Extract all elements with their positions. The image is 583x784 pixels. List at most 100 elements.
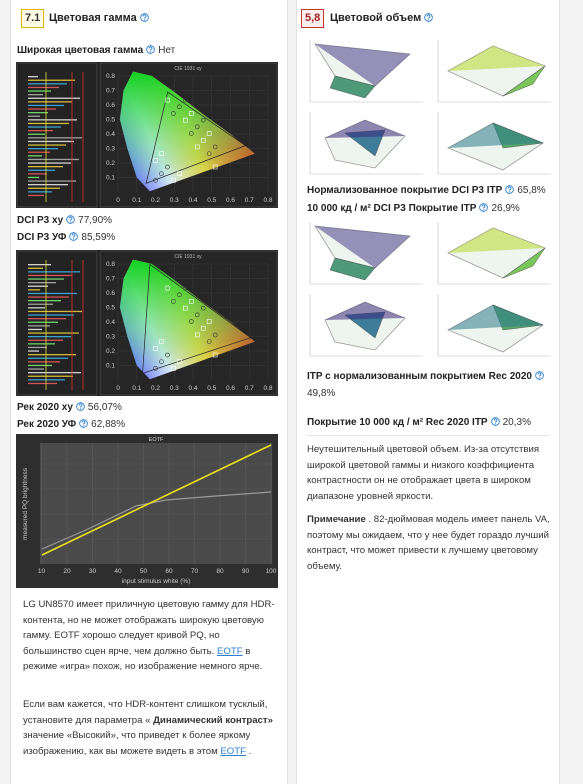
side-bar [28, 79, 75, 81]
side-bar [28, 108, 56, 110]
link[interactable]: EOTF [216, 645, 243, 657]
side-bar [28, 101, 72, 103]
link[interactable]: EOTF [220, 745, 246, 757]
sample-point [165, 352, 170, 358]
x-tick-label: 0.4 [188, 197, 197, 204]
help-icon[interactable] [424, 13, 433, 22]
help-icon[interactable] [535, 371, 544, 380]
help-icon[interactable] [479, 203, 488, 212]
side-bar [28, 158, 79, 161]
help-icon[interactable] [140, 13, 149, 22]
divider [307, 435, 549, 436]
target-gamut [142, 263, 252, 374]
side-bar [28, 368, 44, 370]
side-bar [28, 307, 45, 309]
sample-point [153, 158, 158, 163]
sample-point [177, 359, 182, 365]
x-tick-label: 80 [216, 568, 224, 575]
score: 5,8 [301, 9, 325, 28]
sample-point [165, 97, 170, 103]
score: 7.1 [21, 9, 45, 28]
text-run: значение «Высокий», что приведет к более… [23, 730, 251, 757]
sample-point [206, 319, 212, 324]
value: 62,88% [91, 419, 126, 430]
side-bar [28, 296, 69, 298]
side-bar [28, 90, 51, 92]
volume-render [437, 294, 551, 357]
help-icon[interactable] [146, 45, 155, 54]
sample-point [159, 171, 164, 177]
y-tick-label: 0.1 [106, 363, 115, 370]
side-bar [28, 321, 58, 323]
y-tick-label: 0.7 [106, 276, 115, 283]
side-bar [28, 364, 52, 367]
y-tick-label: 0.8 [106, 261, 115, 268]
side-bar [28, 325, 50, 327]
side-bar [28, 282, 56, 284]
side-bar [28, 382, 57, 385]
color-volume-card: 5,8 Цветовой объем Нормализованное покры… [296, 0, 560, 784]
sample-point [183, 97, 188, 103]
volume-render [437, 40, 551, 103]
paragraph: Если вам кажется, что HDR-контент слишко… [23, 697, 275, 759]
metric-row: Нормализованное покрытие DCI P3 ITP 65,8% [307, 184, 546, 197]
side-bar [28, 357, 68, 359]
volume-facet [325, 302, 405, 320]
sample-point [188, 111, 194, 116]
y-tick-label: 0.2 [106, 348, 115, 355]
x-tick-label: 50 [140, 568, 148, 575]
sample-point [206, 131, 212, 136]
side-bar [28, 303, 53, 305]
side-bar [28, 140, 74, 143]
metric-row: 49,8% [307, 387, 335, 400]
side-bar [28, 97, 80, 99]
side-panel [16, 250, 98, 396]
x-tick-label: 0.7 [245, 197, 254, 204]
x-tick-label: 100 [266, 568, 277, 575]
value: 20,3% [502, 417, 531, 428]
x-tick-label: 0.6 [226, 385, 235, 392]
volume-render [309, 40, 423, 103]
help-icon[interactable] [491, 417, 500, 426]
y-tick-label: 0.6 [106, 102, 115, 109]
side-bar [28, 310, 82, 313]
help-icon[interactable] [76, 402, 85, 411]
x-tick-label: 0.3 [170, 385, 179, 392]
text-run: Неутешительный цветовой объем. Из-за отс… [307, 444, 540, 502]
side-bar [28, 126, 61, 128]
help-icon[interactable] [66, 215, 75, 224]
y-tick-label: 0.7 [106, 88, 115, 95]
help-icon[interactable] [69, 232, 78, 241]
side-bar [28, 274, 72, 277]
side-bar [28, 173, 47, 175]
sample-point [183, 117, 188, 123]
side-bar [28, 169, 55, 171]
sample-point [212, 332, 218, 338]
sample-point [200, 117, 206, 123]
sample-point [212, 164, 218, 170]
value: 65,8% [517, 185, 546, 196]
metric-row: 10 000 кд / м² DCI P3 Покрытие ITP 26,9% [307, 202, 520, 215]
help-icon[interactable] [79, 419, 88, 428]
side-bar [28, 184, 68, 186]
volume-render [309, 222, 423, 285]
side-bar [28, 285, 48, 287]
x-tick-label: 0 [116, 197, 120, 204]
value: 85,59% [81, 232, 116, 243]
paragraph: LG UN8570 имеет приличную цветовую гамму… [23, 597, 275, 675]
paragraph: Примечание . 82-дюймовая модель имеет па… [307, 512, 551, 574]
x-tick-label: 0.4 [188, 385, 197, 392]
x-tick-label: 10 [38, 568, 46, 575]
x-tick-label: 0 [116, 385, 120, 392]
metric-row: ITP с нормализованным покрытием Rec 2020 [307, 370, 547, 383]
side-bar [28, 375, 73, 377]
help-icon[interactable] [505, 185, 514, 194]
x-tick-label: 20 [63, 568, 71, 575]
y-tick-label: 0.4 [106, 131, 115, 138]
sample-point [165, 164, 170, 170]
side-bar [28, 354, 76, 356]
y-tick-label: 0.8 [106, 73, 115, 80]
x-tick-label: 0.8 [263, 385, 272, 392]
volume-render [309, 112, 423, 175]
y-tick-label: 0.6 [106, 290, 115, 297]
